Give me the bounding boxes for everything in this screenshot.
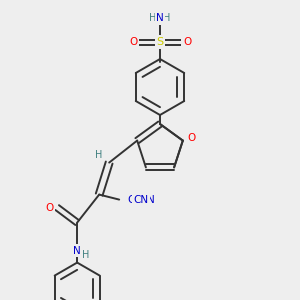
Text: H: H: [163, 13, 171, 23]
Text: H: H: [82, 250, 90, 260]
Text: O: O: [45, 202, 53, 213]
Text: N: N: [73, 246, 81, 256]
Text: O: O: [188, 133, 196, 142]
Text: S: S: [156, 37, 164, 47]
Text: N: N: [156, 13, 164, 23]
Text: O: O: [129, 37, 137, 47]
Text: O: O: [183, 37, 191, 47]
Text: H: H: [95, 150, 103, 160]
Text: CN: CN: [133, 195, 148, 205]
Text: N: N: [147, 195, 155, 205]
Text: C: C: [128, 195, 135, 205]
Text: H: H: [149, 13, 157, 23]
Text: ≡: ≡: [136, 195, 146, 205]
